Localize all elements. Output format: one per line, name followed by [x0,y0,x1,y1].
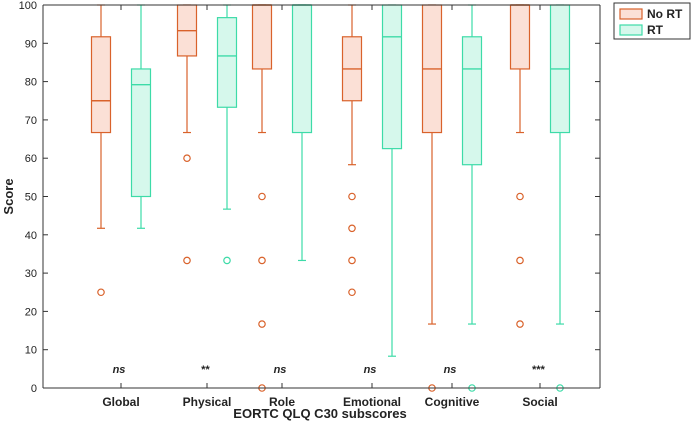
x-tick-label: Social [522,395,557,409]
outlier-point [258,192,266,201]
iqr-box [509,4,531,70]
y-axis-title: Score [1,178,16,214]
box-no-rt-emotional [341,4,363,297]
outlier-point [97,288,105,297]
y-tick-label: 30 [25,268,37,280]
outlier-point [516,192,524,201]
iqr-box [130,68,152,198]
plot-area: ns ** ns ns ns *** [90,4,571,392]
outlier-point [348,192,356,201]
box-rt-social [549,4,571,392]
axes: 0 10 20 30 40 50 60 70 80 90 100 Global Physical Role… [19,0,601,409]
y-tick-label: 10 [25,345,37,357]
outlier-point [258,320,266,328]
x-axis-title: EORTC QLQ C30 subscores [233,406,406,421]
iqr-box [216,17,238,108]
x-tick-label: Role [269,395,295,409]
x-tick-label: Emotional [343,395,401,409]
outlier-point [183,256,191,265]
significance-label: ** [201,364,210,376]
significance-label: ns [444,364,457,376]
box-rt-role [291,4,313,262]
y-tick-label: 20 [25,306,37,318]
significance-label: *** [532,364,546,376]
outlier-point [348,288,356,297]
box-no-rt-global [90,4,112,297]
y-tick-label: 80 [25,77,37,89]
box-rt-emotional [381,4,403,357]
significance-label: ns [274,364,287,376]
outlier-point [516,320,524,328]
outlier-point [348,224,356,233]
significance-label: ns [364,364,377,376]
box-no-rt-cognitive [421,4,443,392]
outlier-point [258,256,266,265]
legend-swatch [619,8,643,20]
box-rt-cognitive [461,4,483,392]
box-rt-physical [216,4,238,265]
legend: No RT RT [613,2,691,40]
outlier-point [348,256,356,265]
outlier-point [516,256,524,265]
box-no-rt-social [509,4,531,328]
y-tick-label: 50 [25,192,37,204]
x-tick-label: Cognitive [425,395,480,409]
iqr-box [381,4,403,150]
iqr-box [90,36,112,134]
legend-entry-label: RT [647,23,664,37]
significance-label: ns [113,364,126,376]
legend-entry-label: No RT [647,7,683,21]
outlier-point [183,154,191,163]
y-tick-label: 90 [25,38,37,50]
box-no-rt-physical [176,4,198,265]
iqr-box [251,4,273,70]
y-tick-label: 60 [25,153,37,165]
iqr-box [461,36,483,166]
y-tick-label: 0 [31,383,37,395]
box-no-rt-role [251,4,273,392]
x-tick-label: Global [102,395,139,409]
box-rt-global [130,4,152,229]
y-tick-label: 40 [25,230,37,242]
outlier-point [223,256,231,265]
y-tick-label: 100 [19,0,37,12]
iqr-box [291,4,313,134]
y-tick-label: 70 [25,115,37,127]
legend-swatch [619,24,643,36]
x-tick-label: Physical [183,395,232,409]
